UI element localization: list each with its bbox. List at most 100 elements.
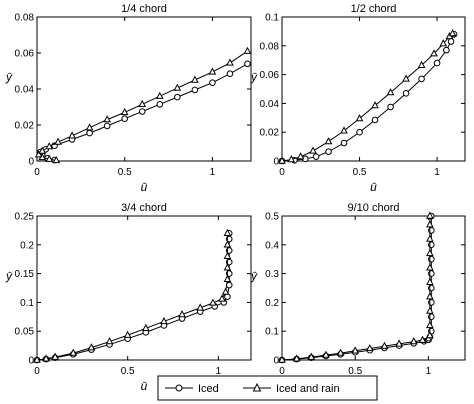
data-point-triangle bbox=[105, 337, 114, 345]
x-tick-label: 0 bbox=[279, 167, 285, 178]
legend-label-iced: Iced bbox=[198, 383, 219, 395]
data-point-triangle bbox=[221, 287, 230, 295]
data-point-triangle bbox=[448, 29, 457, 37]
data-point-triangle bbox=[340, 126, 348, 134]
x-axis-label: ū bbox=[370, 180, 377, 194]
data-point-triangle bbox=[226, 58, 234, 66]
chart-title: 1/2 chord bbox=[351, 3, 397, 15]
data-point-triangle bbox=[33, 355, 41, 363]
data-point-circle bbox=[356, 128, 363, 136]
x-axis-label: ū bbox=[141, 180, 148, 194]
data-point-triangle bbox=[307, 352, 316, 360]
data-point-triangle bbox=[426, 277, 434, 285]
axes-frame bbox=[281, 16, 466, 162]
data-point-triangle bbox=[42, 354, 50, 362]
data-point-triangle bbox=[34, 150, 43, 158]
data-point-circle bbox=[86, 129, 93, 137]
data-point-triangle bbox=[426, 234, 434, 242]
data-point-circle bbox=[312, 153, 320, 160]
data-point-circle bbox=[443, 46, 450, 54]
y-axis-label: ȳ bbox=[250, 269, 258, 283]
data-point-triangle bbox=[160, 316, 168, 325]
y-tick-label: 0.4 bbox=[265, 240, 279, 251]
x-tick-label: 0.5 bbox=[121, 366, 135, 377]
data-point-triangle bbox=[278, 156, 286, 164]
data-point-triangle bbox=[52, 156, 61, 164]
data-point-triangle bbox=[418, 335, 427, 343]
data-point-triangle bbox=[223, 240, 232, 248]
y-tick-label: 0 bbox=[273, 157, 279, 168]
data-point-triangle bbox=[87, 343, 96, 351]
y-tick-label: 0.06 bbox=[260, 70, 280, 81]
data-point-triangle bbox=[196, 303, 205, 311]
y-tick-label: 0.02 bbox=[260, 128, 280, 139]
legend-label-iced-rain: Iced and rain bbox=[276, 383, 340, 395]
x-tick-label: 0.5 bbox=[118, 167, 132, 178]
chart-title: 1/4 chord bbox=[121, 3, 167, 15]
axes-frame bbox=[36, 215, 252, 361]
y-tick-label: 0.3 bbox=[265, 269, 279, 280]
data-point-triangle bbox=[426, 211, 434, 219]
data-point-triangle bbox=[296, 152, 305, 160]
x-tick-label: 1 bbox=[426, 366, 432, 377]
data-point-triangle bbox=[417, 60, 426, 68]
data-point-circle bbox=[418, 75, 425, 83]
x-tick-label: 1 bbox=[434, 167, 440, 178]
x-tick-label: 1 bbox=[216, 366, 222, 377]
data-point-triangle bbox=[138, 99, 147, 107]
data-point-circle bbox=[402, 90, 410, 97]
data-point-triangle bbox=[54, 137, 62, 145]
data-point-circle bbox=[226, 70, 234, 77]
data-point-triangle bbox=[322, 350, 330, 358]
data-point-triangle bbox=[51, 352, 59, 360]
data-point-triangle bbox=[178, 310, 186, 318]
data-point-triangle bbox=[45, 154, 54, 162]
data-point-triangle bbox=[45, 142, 54, 150]
data-point-circle bbox=[209, 79, 216, 86]
x-tick-label: 0 bbox=[34, 366, 40, 377]
data-point-circle bbox=[371, 116, 379, 124]
data-point-triangle bbox=[191, 75, 199, 83]
data-point-circle bbox=[174, 93, 181, 101]
y-axis-label: ȳ bbox=[250, 70, 258, 84]
x-tick-label: 0 bbox=[34, 167, 40, 178]
data-point-triangle bbox=[426, 248, 434, 257]
y-tick-label: 0.04 bbox=[260, 99, 280, 110]
legend-marker-iced-rain bbox=[252, 382, 262, 392]
data-point-triangle bbox=[38, 146, 47, 154]
data-point-triangle bbox=[292, 354, 301, 362]
y-tick-label: 0.08 bbox=[260, 41, 280, 52]
data-point-circle bbox=[340, 139, 348, 147]
data-point-triangle bbox=[426, 220, 434, 228]
subplot-1: 1/4 chord 0 0.5 1 0 0.02 0.04 0.06 0.08 ū ȳ bbox=[5, 3, 252, 194]
data-point-triangle bbox=[426, 263, 434, 271]
data-point-circle bbox=[325, 148, 332, 155]
x-tick-label: 0.5 bbox=[348, 366, 362, 377]
data-point-triangle bbox=[223, 263, 232, 271]
y-tick-label: 0.2 bbox=[20, 240, 34, 251]
data-point-triangle bbox=[223, 228, 232, 236]
y-tick-label: 0.1 bbox=[20, 298, 34, 309]
data-point-triangle bbox=[366, 344, 374, 352]
data-point-triangle bbox=[336, 348, 345, 356]
data-point-triangle bbox=[141, 323, 150, 332]
data-point-triangle bbox=[380, 341, 389, 349]
data-point-circle bbox=[433, 59, 441, 67]
y-tick-label: 0.06 bbox=[15, 49, 35, 60]
y-tick-label: 0.04 bbox=[15, 85, 35, 96]
subplots: 1/4 chord 0 0.5 1 0 0.02 0.04 0.06 0.08 ū ȳ 1/2 cho… bbox=[5, 3, 466, 393]
x-axis-label: ū bbox=[141, 379, 148, 393]
data-point-circle bbox=[121, 115, 129, 122]
data-point-triangle bbox=[309, 146, 317, 154]
legend-box bbox=[157, 375, 378, 401]
x-tick-label: 0 bbox=[279, 366, 285, 377]
data-point-circle bbox=[244, 60, 251, 68]
data-point-triangle bbox=[243, 46, 252, 54]
legend: Iced Iced and rain bbox=[157, 375, 378, 401]
data-point-triangle bbox=[218, 294, 226, 302]
data-point-triangle bbox=[426, 292, 434, 300]
data-point-triangle bbox=[103, 115, 111, 123]
data-point-triangle bbox=[386, 88, 395, 96]
data-point-circle bbox=[447, 38, 455, 45]
legend-marker-iced bbox=[175, 384, 183, 392]
